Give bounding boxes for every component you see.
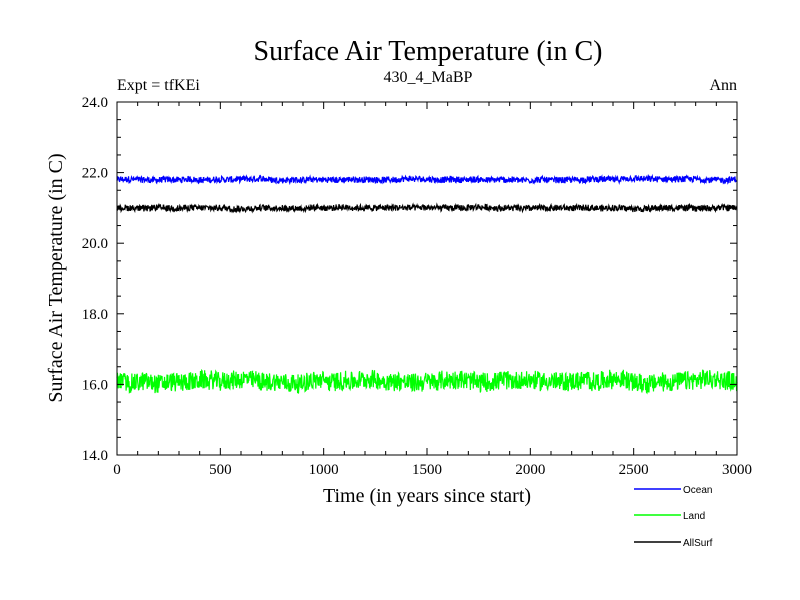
series-line-ocean [116, 173, 738, 186]
experiment-label: Expt = tfKEi [117, 77, 200, 94]
season-label: Ann [709, 77, 737, 94]
x-tick-label: 2000 [515, 462, 545, 478]
y-tick-label: 16.0 [82, 377, 108, 393]
y-axis-label: Surface Air Temperature (in C) [45, 153, 67, 402]
x-tick-label: 500 [209, 462, 232, 478]
y-tick-label: 14.0 [82, 448, 108, 464]
legend: Ocean Land AllSurf [634, 485, 713, 549]
y-tick-label: 24.0 [82, 95, 108, 111]
series-line-allsurf [116, 202, 738, 214]
chart-title: Surface Air Temperature (in C) [254, 36, 603, 67]
series-layer [116, 173, 738, 395]
legend-label-ocean: Ocean [683, 485, 712, 496]
ticks-layer: 0 500 1000 1500 2000 2500 3000 14.0 16.0 18.0 20.0… [82, 95, 752, 478]
x-tick-label: 2500 [619, 462, 649, 478]
x-axis-label: Time (in years since start) [323, 485, 531, 507]
plot-frame [116, 101, 738, 456]
series-line-land [116, 368, 738, 395]
legend-label-allsurf: AllSurf [683, 538, 713, 549]
x-tick-label: 1000 [309, 462, 339, 478]
x-tick-label: 1500 [412, 462, 442, 478]
chart-subtitle: 430_4_MaBP [384, 69, 473, 86]
x-tick-label: 3000 [722, 462, 752, 478]
x-tick-label: 0 [113, 462, 121, 478]
y-tick-label: 20.0 [82, 236, 108, 252]
y-tick-label: 18.0 [82, 307, 108, 323]
y-tick-label: 22.0 [82, 166, 108, 182]
legend-label-land: Land [683, 511, 705, 522]
